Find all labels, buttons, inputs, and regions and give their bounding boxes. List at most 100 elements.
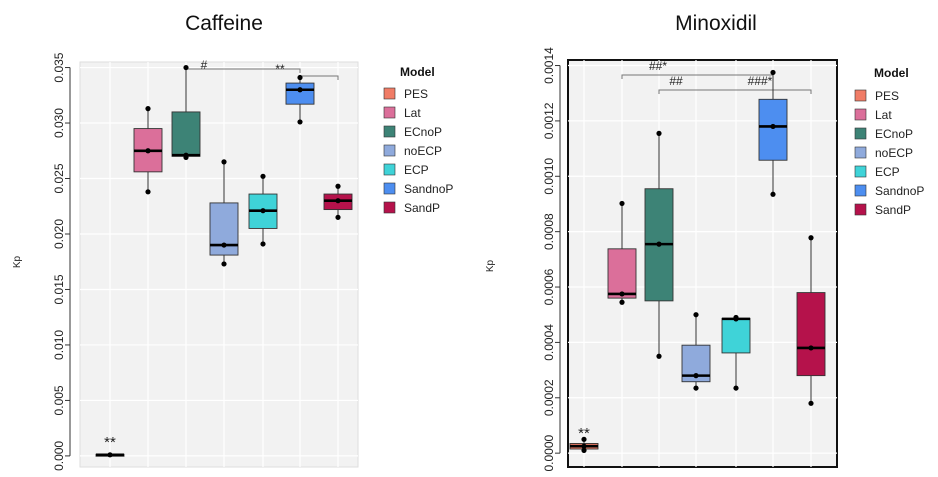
plot-area [79, 61, 359, 468]
y-tick-label: 0.0002 [542, 379, 556, 416]
legend-swatch [854, 89, 867, 102]
y-tick-label: 0.015 [52, 274, 66, 304]
legend-swatch [383, 87, 396, 100]
data-point [619, 200, 625, 207]
data-point [733, 314, 739, 321]
data-point [260, 241, 266, 247]
legend-title: Model [400, 65, 435, 79]
caffeine-panel: Caffeine Kp 0.0000.0050.0100.0150.0200.0… [12, 12, 453, 471]
data-point [260, 208, 266, 214]
data-point [581, 447, 587, 453]
legend-label: ECnoP [875, 127, 913, 141]
boxplot-noecp [681, 312, 711, 391]
boxplot-sandnop [285, 74, 315, 125]
boxplot-noecp [209, 159, 239, 267]
data-point [693, 385, 699, 391]
box [721, 317, 751, 354]
significance-label: ##* [649, 59, 667, 73]
y-tick-label: 0.035 [52, 52, 66, 82]
legend-swatch [854, 165, 867, 178]
legend-swatch [854, 108, 867, 121]
legend-label: SandP [404, 201, 440, 215]
data-point [260, 173, 266, 179]
data-point [693, 312, 699, 318]
y-tick-label: 0.0014 [542, 47, 556, 84]
boxplot-pes [569, 436, 599, 453]
legend-label: SandnoP [404, 182, 453, 196]
legend-swatch [383, 106, 396, 119]
y-tick-label: 0.0010 [542, 158, 556, 195]
data-point [183, 152, 189, 158]
data-point [297, 119, 303, 125]
y-tick-label: 0.010 [52, 330, 66, 360]
significance-label: ###* [748, 74, 773, 88]
data-point [693, 373, 699, 379]
boxplot-sandnop [758, 69, 788, 197]
legend-label: SandP [875, 203, 911, 217]
data-point [770, 191, 776, 197]
legend-label: ECnoP [404, 125, 442, 139]
box [171, 111, 201, 157]
data-point [145, 106, 151, 112]
boxplot-ecnop [644, 130, 674, 359]
boxplot-sandp [796, 235, 826, 406]
y-axis-label: Kp [12, 255, 23, 268]
data-point [581, 436, 587, 442]
data-point [619, 299, 625, 305]
chart-title: Minoxidil [675, 12, 757, 35]
significance-label: ** [104, 434, 116, 451]
significance-label: ** [578, 425, 590, 442]
data-point [808, 345, 814, 351]
data-point [335, 198, 341, 204]
y-axis-label: Kp [485, 259, 496, 272]
boxplot-lat [607, 200, 637, 305]
data-point [297, 74, 303, 81]
box [758, 98, 788, 161]
legend: Model PES Lat ECnoP noECP ECP SandnoP SandP [854, 66, 924, 217]
y-tick-label: 0.020 [52, 219, 66, 249]
data-point [183, 64, 189, 71]
boxplots [95, 64, 353, 458]
y-axis: 0.000 0.005 0.010 0.015 0.020 0.025 0.030 0.035 [52, 52, 71, 471]
data-point [808, 400, 814, 406]
legend-label: SandnoP [875, 184, 924, 198]
significance-label: ** [275, 62, 285, 76]
boxplot-ecnop [171, 64, 201, 161]
boxplot-ecp [721, 314, 751, 391]
y-tick-label: 0.0004 [542, 324, 556, 361]
legend-swatch [383, 182, 396, 195]
data-point [656, 353, 662, 359]
legend-swatch [854, 146, 867, 159]
data-point [335, 183, 341, 189]
legend-swatch [854, 127, 867, 140]
boxplot-pes [95, 452, 125, 458]
legend-label: PES [875, 89, 899, 103]
data-point [656, 130, 662, 136]
y-tick-label: 0.030 [52, 108, 66, 138]
legend-title: Model [874, 66, 909, 80]
data-point [145, 148, 151, 154]
data-point [656, 241, 662, 247]
y-tick-label: 0.0008 [542, 213, 556, 250]
legend-label: PES [404, 87, 428, 101]
legend-label: ECP [404, 163, 429, 177]
data-point [221, 242, 227, 248]
data-point [335, 214, 341, 220]
significance-label: # [201, 58, 208, 72]
minoxidil-panel: Minoxidil Kp 0.0000 0.0002 0.0004 0.0006 0.0… [485, 12, 924, 472]
y-tick-label: 0.000 [52, 441, 66, 471]
data-point [221, 159, 227, 165]
legend-swatch [383, 201, 396, 214]
y-tick-label: 0.0000 [542, 434, 556, 471]
legend-swatch [383, 163, 396, 176]
data-point [581, 443, 587, 449]
box [607, 248, 637, 299]
box [285, 82, 315, 105]
data-point [145, 189, 151, 195]
legend-label: Lat [404, 106, 421, 120]
legend-swatch [854, 184, 867, 197]
y-tick-label: 0.005 [52, 385, 66, 415]
data-point [107, 452, 113, 458]
y-tick-label: 0.0006 [542, 268, 556, 305]
data-point [221, 261, 227, 267]
